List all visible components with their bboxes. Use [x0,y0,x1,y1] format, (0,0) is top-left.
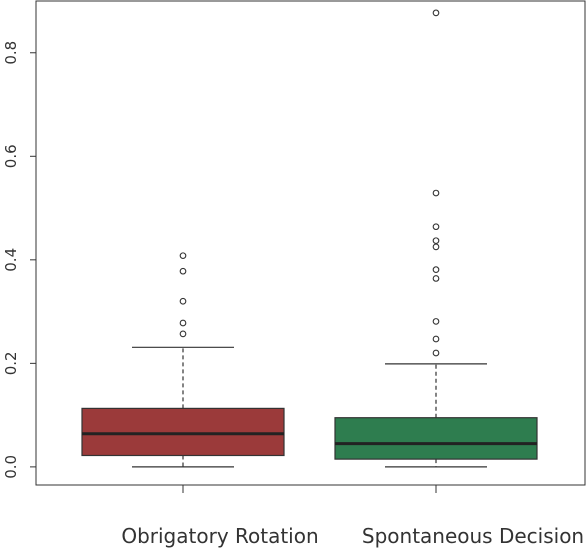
outlier-point [432,266,440,274]
y-tick-label: 0.4 [2,248,20,272]
outlier-point [432,223,440,231]
outlier-point [432,349,440,357]
y-tick-label: 0.0 [2,455,20,479]
outlier-point [432,318,440,325]
boxes-layer [81,9,538,468]
x-category-label: Obrigatory Rotation [121,524,318,548]
box-group [334,9,538,468]
outlier-point [432,335,440,343]
outlier-point [432,237,440,245]
y-tick-label: 0.2 [2,351,20,375]
box-iqr [81,407,285,457]
box-iqr [334,417,538,460]
box-group [81,252,285,468]
plot-frame [35,0,586,486]
outlier-point [179,267,187,275]
outlier-point [179,252,187,260]
y-axis: 0.0 0.2 0.4 0.6 0.8 [2,41,36,479]
outlier-point [432,243,440,251]
outlier-point [179,319,187,327]
outlier-point [432,9,440,17]
x-axis: Obrigatory Rotation Spontaneous Decision [121,485,584,548]
outlier-point [432,275,440,282]
x-category-label: Spontaneous Decision [362,524,584,548]
outlier-point [179,297,187,305]
y-tick-label: 0.8 [2,41,20,65]
outlier-point [179,330,187,338]
outlier-point [432,189,440,197]
y-tick-label: 0.6 [2,144,20,168]
